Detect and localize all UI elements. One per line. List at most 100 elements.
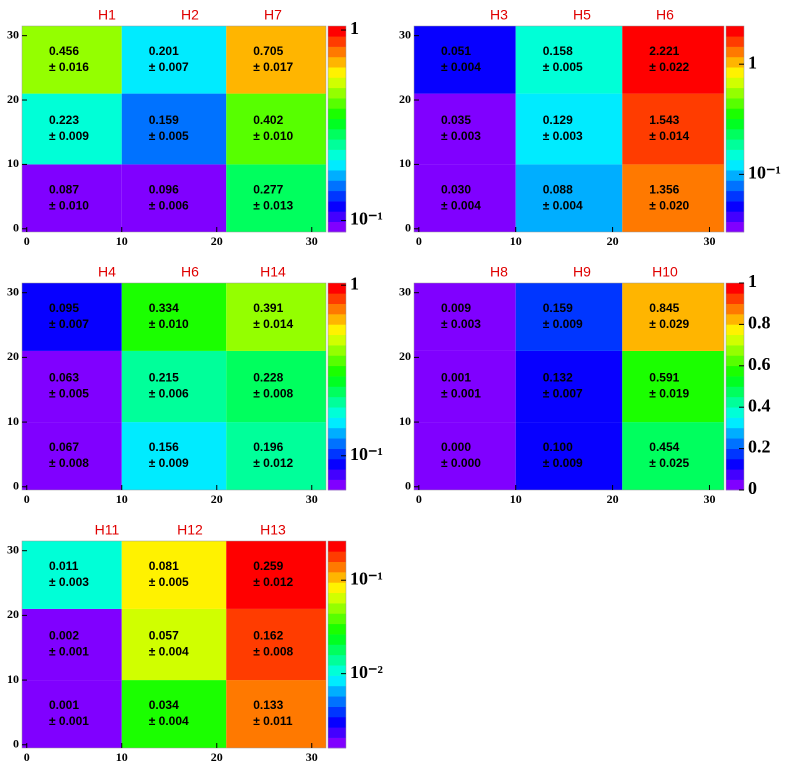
cell-value: 0.067 [49, 440, 79, 454]
cell-value: 0.223 [49, 113, 79, 127]
cell [515, 283, 623, 351]
cell-error: ± 0.009 [543, 456, 583, 470]
y-tick-label: 10 [7, 672, 19, 686]
y-tick-label: 20 [7, 349, 19, 363]
cell-value: 0.051 [441, 44, 471, 58]
cell-value: 0.454 [649, 440, 679, 454]
cell-value: 0.095 [49, 301, 79, 315]
cell-error: ± 0.004 [149, 714, 189, 728]
cell [121, 26, 227, 94]
column-header: H10 [652, 264, 678, 280]
cell-error: ± 0.001 [441, 387, 481, 401]
palette-step [726, 469, 744, 480]
palette-step [726, 324, 744, 336]
palette-step [328, 737, 346, 749]
palette-step [726, 345, 744, 356]
cell [121, 350, 227, 423]
palette-step [328, 479, 346, 491]
palette-step [726, 159, 744, 171]
cell-error: ± 0.004 [543, 198, 583, 212]
palette-step [726, 314, 744, 325]
cell-error: ± 0.022 [649, 60, 689, 74]
palette-step [328, 696, 346, 707]
cell [226, 164, 326, 232]
z-tick-label: 10⁻¹ [748, 163, 781, 183]
cell [515, 93, 623, 165]
cell [22, 26, 122, 94]
palette-step [328, 345, 346, 356]
cell-error: ± 0.012 [253, 575, 293, 589]
cell-error: ± 0.001 [49, 645, 89, 659]
y-tick-label: 10 [7, 414, 19, 428]
cell-value: 0.456 [49, 44, 79, 58]
z-tick-label: 10⁻¹ [350, 209, 383, 229]
x-tick-label: 10 [116, 750, 128, 764]
cell-value: 0.845 [649, 301, 679, 315]
y-tick-label: 20 [399, 349, 411, 363]
cell [414, 350, 516, 423]
palette-step [328, 561, 346, 573]
z-tick-label: 10⁻¹ [350, 568, 383, 588]
palette-step [726, 190, 744, 202]
palette-step [328, 77, 346, 89]
palette-step [726, 303, 744, 315]
z-tick-label: 1 [350, 18, 359, 38]
x-tick-label: 20 [607, 234, 619, 248]
cell [226, 283, 326, 351]
palette-step [328, 644, 346, 656]
column-header: H5 [573, 7, 591, 23]
cell [414, 164, 516, 232]
palette-step [328, 67, 346, 78]
y-tick-label: 0 [13, 737, 19, 751]
y-tick-label: 30 [7, 542, 19, 556]
cell-error: ± 0.003 [441, 129, 481, 143]
palette-step [328, 303, 346, 315]
cell-value: 0.087 [49, 182, 79, 196]
cell-error: ± 0.009 [543, 317, 583, 331]
cell-value: 0.088 [543, 182, 573, 196]
cell-error: ± 0.014 [253, 317, 293, 331]
cell-error: ± 0.003 [441, 317, 481, 331]
palette-step [328, 376, 346, 387]
palette-step [726, 365, 744, 377]
x-tick-label: 10 [510, 492, 522, 506]
cell-value: 0.096 [149, 182, 179, 196]
palette-step [726, 36, 744, 47]
cell [414, 283, 516, 351]
palette-step [328, 355, 346, 367]
palette-step [726, 98, 744, 109]
y-tick-label: 20 [399, 92, 411, 106]
palette-step [328, 26, 346, 37]
palette-step [726, 396, 744, 408]
cell [121, 93, 227, 165]
z-tick-label: 1 [350, 273, 359, 293]
column-header: H1 [98, 7, 116, 23]
palette-step [328, 159, 346, 171]
x-tick-label: 20 [211, 492, 223, 506]
x-tick-label: 30 [703, 234, 715, 248]
y-tick-label: 20 [7, 607, 19, 621]
cell-error: ± 0.007 [49, 317, 89, 331]
palette-step [328, 293, 346, 304]
palette-step [726, 438, 744, 449]
cell-error: ± 0.008 [253, 387, 293, 401]
y-tick-label: 20 [7, 92, 19, 106]
palette-frame [725, 25, 745, 233]
palette-step [328, 665, 346, 676]
cell-value: 0.001 [49, 698, 79, 712]
column-header: H14 [260, 264, 286, 280]
palette-frame [327, 282, 347, 491]
plot-frame [21, 25, 327, 233]
x-tick-label: 0 [24, 492, 30, 506]
palette-step [726, 293, 744, 304]
y-tick-label: 10 [7, 156, 19, 170]
palette-step [726, 108, 744, 119]
cell [121, 283, 227, 351]
cell-value: 0.001 [441, 371, 471, 385]
cell [226, 422, 326, 490]
y-tick-label: 10 [399, 414, 411, 428]
cell-value: 0.156 [149, 440, 179, 454]
cell [226, 541, 326, 609]
palette-step [328, 98, 346, 109]
